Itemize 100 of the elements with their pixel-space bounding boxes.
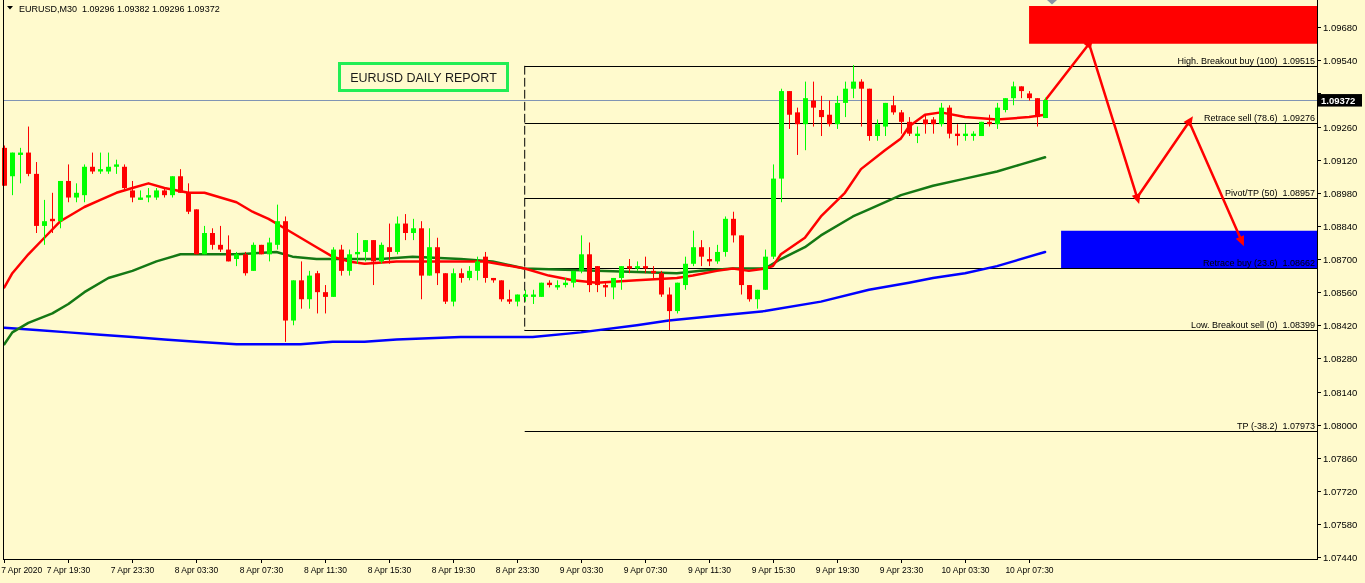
candlestick: [178, 168, 183, 194]
candlestick: [379, 241, 384, 265]
candlestick: [315, 270, 320, 314]
y-tick-label: 1.08840: [1323, 221, 1358, 232]
candlestick: [819, 95, 824, 137]
candlestick: [371, 239, 376, 286]
x-tick-label: 7 Apr 19:30: [46, 565, 91, 575]
candlestick: [851, 64, 856, 99]
candlestick: [699, 239, 704, 267]
x-tick-label: 9 Apr 23:30: [879, 565, 924, 575]
candlestick: [299, 260, 304, 310]
x-tick-label: 10 Apr 07:30: [1005, 565, 1054, 575]
point: [1235, 235, 1244, 247]
candlestick: [939, 102, 944, 128]
candlestick: [907, 116, 912, 137]
y-tick-label: 1.09120: [1323, 155, 1358, 166]
x-tick-label: 8 Apr 03:30: [174, 565, 219, 575]
candlestick: [483, 251, 488, 284]
x-tick-label: 8 Apr 23:30: [495, 565, 540, 575]
candlestick: [323, 284, 328, 314]
candlestick: [275, 204, 280, 251]
candlestick: [307, 270, 312, 310]
candlestick: [923, 114, 928, 135]
x-tick-label: 9 Apr 15:30: [751, 565, 796, 575]
x-tick-label: 9 Apr 03:30: [559, 565, 604, 575]
candlestick: [403, 213, 408, 241]
candlestick: [731, 211, 736, 243]
candlestick: [243, 251, 248, 277]
candlestick: [363, 239, 368, 262]
y-tick-label: 1.07440: [1323, 552, 1358, 563]
x-tick-label: 8 Apr 15:30: [367, 565, 412, 575]
candlestick: [835, 95, 840, 130]
candlestick: [883, 102, 888, 137]
y-tick-label: 1.09540: [1323, 55, 1358, 66]
candlestick: [667, 286, 672, 331]
candlestick: [827, 100, 832, 128]
line-series: [3, 250, 1047, 346]
candlestick: [226, 234, 231, 262]
candlestick: [210, 227, 215, 251]
y-tick-label: 1.07860: [1323, 453, 1358, 464]
y-tick-label: 1.08980: [1323, 188, 1358, 199]
y-tick-label: 1.08560: [1323, 287, 1358, 298]
y-tick-label: 1.09260: [1323, 122, 1358, 133]
candlestick: [411, 218, 416, 241]
y-tick-label: 1.08000: [1323, 420, 1358, 431]
legend-label: Low. Breakout sell (0) 1.08399: [1190, 319, 1315, 330]
candlestick: [859, 78, 864, 128]
legend-label: Pivot/TP (50) 1.08957: [1225, 187, 1315, 198]
candlestick: [10, 152, 15, 196]
candlestick: [267, 237, 272, 262]
legend-label: High. Breakout buy (100) 1.09515: [1177, 55, 1315, 66]
candlestick: [106, 152, 111, 175]
x-tick-label: 9 Apr 07:30: [623, 565, 668, 575]
candlestick: [387, 223, 392, 265]
candlestick: [715, 244, 720, 265]
candlestick: [683, 256, 688, 291]
y-tick-label: 1.07580: [1323, 519, 1358, 530]
candlestick: [347, 249, 352, 277]
x-tick-label: 9 Apr 19:30: [815, 565, 860, 575]
y-tick-label: 1.08420: [1323, 320, 1358, 331]
y-tick-label: 1.08700: [1323, 254, 1358, 265]
legend-label: TP (-38.2) 1.07973: [1237, 420, 1315, 431]
candlestick: [795, 107, 800, 156]
candlestick: [186, 182, 191, 215]
candlestick: [691, 230, 696, 267]
candlestick: [619, 265, 624, 291]
candlestick: [579, 234, 584, 274]
x-tick-label: 9 Apr 11:30: [688, 565, 732, 575]
candlestick: [42, 199, 47, 246]
point: [1183, 116, 1193, 128]
candlestick: [499, 279, 504, 303]
legend-label: Retrace buy (23.6) 1.08662: [1202, 257, 1315, 268]
candlestick: [843, 81, 848, 118]
candlestick: [875, 118, 880, 142]
y-tick-label: 1.08280: [1323, 353, 1358, 364]
candlestick: [130, 180, 135, 203]
candlestick: [98, 152, 103, 175]
candlestick: [26, 126, 31, 177]
series-label: Retrace sell (78.6) 1.09276: [1203, 112, 1315, 123]
chart-subtitle: EURUSD,M30 1.09296 1.09382 1.09296 1.09372: [19, 3, 220, 14]
candlestick: [170, 175, 175, 199]
y-tick-label: 1.09680: [1323, 22, 1358, 33]
candlestick: [891, 95, 896, 116]
candlestick: [202, 225, 207, 255]
x-tick-label: 8 Apr 07:30: [239, 565, 284, 575]
y-tick-label: 1.07720: [1323, 486, 1358, 497]
candlestick: [90, 152, 95, 175]
x-tick-label: 8 Apr 11:30: [304, 565, 348, 575]
candlestick: [74, 182, 79, 203]
candlestick: [339, 244, 344, 277]
candlestick: [66, 163, 71, 203]
candlestick: [787, 90, 792, 130]
candlestick: [475, 256, 480, 281]
candlestick: [995, 102, 1000, 130]
y-tick-label: 1.08140: [1323, 387, 1358, 398]
x-tick-label: 8 Apr 19:30: [431, 565, 476, 575]
x-tick-label: 10 Apr 03:30: [941, 565, 990, 575]
candlestick: [811, 81, 816, 128]
candlestick: [1011, 81, 1016, 106]
text: EURUSD DAILY REPORT: [350, 70, 498, 85]
